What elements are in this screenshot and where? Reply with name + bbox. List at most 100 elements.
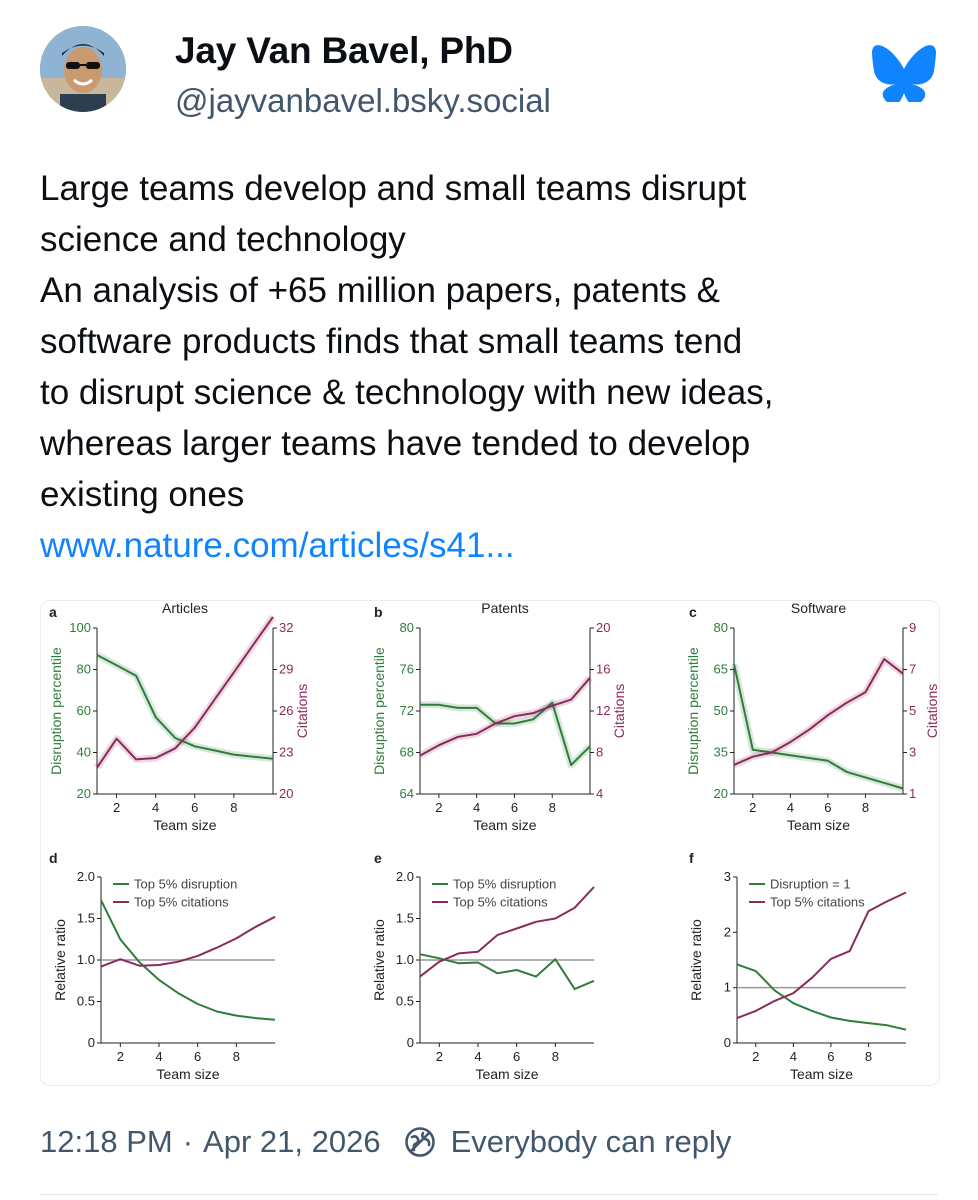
legend-label: Top 5% citations [770, 895, 865, 910]
y-axis-label: Relative ratio [371, 919, 387, 1001]
y-tick-label: 76 [400, 662, 414, 677]
attached-figure-image[interactable]: a Articles 2 4 6 8 Team size 20 40 60 80 100 Disrupt… [40, 600, 940, 1086]
y-tick-label: 1 [724, 980, 731, 995]
y2-tick-label: 1 [909, 786, 916, 801]
x-tick-label: 6 [511, 800, 518, 815]
reply-restriction-icon [404, 1127, 435, 1157]
y-tick-label: 20 [77, 786, 91, 801]
y-tick-label: 35 [714, 745, 728, 760]
y-tick-label: 100 [69, 620, 91, 635]
y-tick-label: 0 [88, 1035, 95, 1050]
x-tick-label: 2 [749, 800, 756, 815]
y-axis-label: Disruption percentile [685, 647, 701, 775]
y2-tick-label: 26 [279, 703, 293, 718]
post-text: Large teams develop and small teams disr… [40, 163, 945, 571]
post-text-line: Large teams develop and small teams disr… [40, 169, 747, 208]
x-axis-label: Team size [156, 1066, 219, 1082]
y-tick-label: 72 [400, 703, 414, 718]
y-tick-label: 60 [77, 703, 91, 718]
post-text-line: existing ones [40, 475, 245, 514]
x-tick-label: 4 [787, 800, 794, 815]
panel-letter: c [689, 604, 697, 620]
x-tick-label: 8 [865, 1049, 872, 1064]
panel-letter: d [49, 850, 58, 866]
article-link[interactable]: www.nature.com/articles/s41... [40, 526, 515, 565]
x-axis-label: Team size [787, 817, 850, 833]
x-tick-label: 6 [827, 1049, 834, 1064]
series-confidence-band [420, 699, 593, 769]
y-tick-label: 0.5 [77, 994, 95, 1009]
post-text-line: whereas larger teams have tended to deve… [40, 424, 751, 463]
y2-tick-label: 32 [279, 620, 293, 635]
x-tick-label: 2 [117, 1049, 124, 1064]
x-tick-label: 8 [862, 800, 869, 815]
series-line-disruption [420, 701, 591, 766]
x-tick-label: 6 [513, 1049, 520, 1064]
panel-title: Patents [481, 601, 528, 616]
chart-panel-f: f 2 4 6 8 Team size 0 1 2 3 Relative ratio Disrupti… [688, 850, 907, 1082]
y-tick-label: 2.0 [77, 869, 95, 884]
x-tick-label: 6 [194, 1049, 201, 1064]
reply-setting-label[interactable]: Everybody can reply [450, 1124, 732, 1159]
y-axis-label: Relative ratio [688, 919, 704, 1001]
post-text-line: software products finds that small teams… [40, 322, 743, 361]
y-tick-label: 64 [400, 786, 414, 801]
y-axis-label: Relative ratio [52, 919, 68, 1001]
x-axis-label: Team size [475, 1066, 538, 1082]
legend-label: Disruption = 1 [770, 877, 851, 892]
divider [40, 1194, 938, 1195]
y2-tick-label: 9 [909, 620, 916, 635]
panel-letter: f [689, 850, 694, 866]
y2-tick-label: 23 [279, 745, 293, 760]
y-tick-label: 0 [407, 1035, 414, 1050]
post-text-line: An analysis of +65 million papers, paten… [40, 271, 720, 310]
x-tick-label: 2 [436, 1049, 443, 1064]
x-tick-label: 4 [155, 1049, 162, 1064]
legend-label: Top 5% citations [134, 895, 229, 910]
panel-letter: e [374, 850, 382, 866]
y-tick-label: 1.0 [77, 952, 95, 967]
y2-tick-label: 12 [596, 703, 610, 718]
y-tick-label: 80 [714, 620, 728, 635]
series-line-disruption [736, 963, 907, 1031]
meta-separator: · [182, 1124, 194, 1159]
x-axis-label: Team size [153, 817, 216, 833]
chart-panel-d: d 2 4 6 8 Team size 0 0.5 1.0 1.5 2.0 Relative rati… [49, 850, 276, 1082]
series-line-citations [100, 915, 276, 968]
panel-title: Software [791, 601, 846, 616]
series-line-citations [419, 677, 591, 757]
x-tick-label: 8 [233, 1049, 240, 1064]
x-tick-label: 8 [230, 800, 237, 815]
y-tick-label: 80 [77, 662, 91, 677]
x-tick-label: 8 [549, 800, 556, 815]
y2-tick-label: 29 [279, 662, 293, 677]
y-tick-label: 2 [724, 924, 731, 939]
y2-tick-label: 7 [909, 662, 916, 677]
author-handle[interactable]: @jayvanbavel.bsky.social [175, 82, 551, 119]
series-line-disruption [733, 663, 904, 790]
x-tick-label: 4 [473, 800, 480, 815]
x-tick-label: 4 [152, 800, 159, 815]
y-tick-label: 50 [714, 703, 728, 718]
y-tick-label: 0.5 [396, 994, 414, 1009]
y-tick-label: 20 [714, 786, 728, 801]
x-axis-label: Team size [790, 1066, 853, 1082]
post-time[interactable]: 12:18 PM [40, 1124, 173, 1159]
bluesky-butterfly-icon[interactable] [872, 44, 936, 102]
panel-letter: a [49, 604, 57, 620]
x-tick-label: 2 [752, 1049, 759, 1064]
post-date[interactable]: Apr 21, 2026 [203, 1124, 381, 1159]
y2-axis-label: Citations [294, 684, 310, 738]
author-name[interactable]: Jay Van Bavel, PhD [175, 30, 513, 71]
y-tick-label: 68 [400, 745, 414, 760]
x-axis-label: Team size [473, 817, 536, 833]
y2-tick-label: 8 [596, 745, 603, 760]
post-meta: 12:18 PM · Apr 21, 2026 Everybody can re… [40, 1124, 731, 1160]
x-tick-label: 4 [474, 1049, 481, 1064]
avatar-photo [40, 26, 126, 112]
series-line-disruption [96, 654, 274, 760]
avatar[interactable] [40, 26, 126, 112]
post-text-line: science and technology [40, 220, 406, 259]
